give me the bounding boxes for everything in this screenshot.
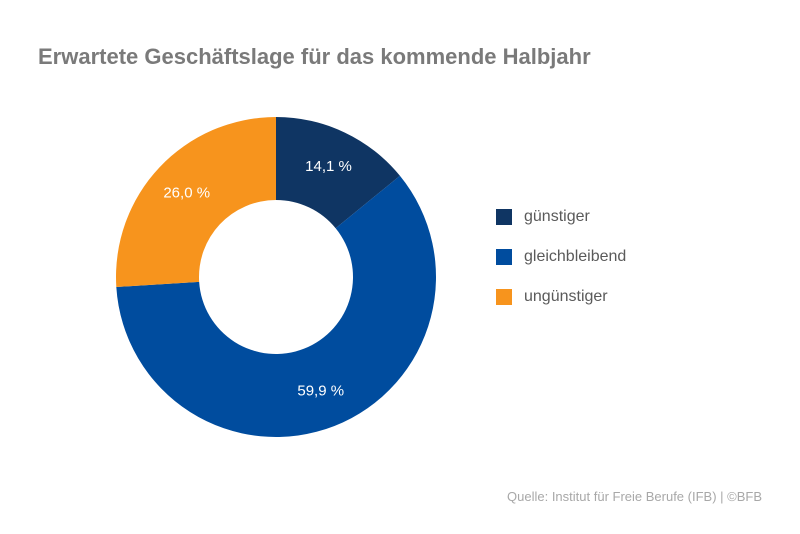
slice-value-label: 59,9 % [297,383,344,400]
legend: günstiger gleichbleibend ungünstiger [496,206,626,326]
slice-value-label: 26,0 % [163,185,210,202]
legend-item-gleichbleibend: gleichbleibend [496,246,626,268]
source-note: Quelle: Institut für Freie Berufe (IFB) … [507,489,762,504]
legend-label: ungünstiger [524,288,608,305]
donut-slice-1 [116,175,436,438]
legend-item-guenstiger: günstiger [496,206,626,228]
legend-item-unguenstiger: ungünstiger [496,286,626,308]
legend-swatch [496,209,512,225]
legend-label: gleichbleibend [524,248,627,265]
legend-label: günstiger [524,208,590,225]
chart-title: Erwartete Geschäftslage für das kommende… [38,44,591,69]
donut-slice-2 [116,117,276,288]
slice-value-label: 14,1 % [305,158,352,175]
legend-swatch [496,289,512,305]
legend-swatch [496,249,512,265]
donut-slice-0 [276,117,400,229]
